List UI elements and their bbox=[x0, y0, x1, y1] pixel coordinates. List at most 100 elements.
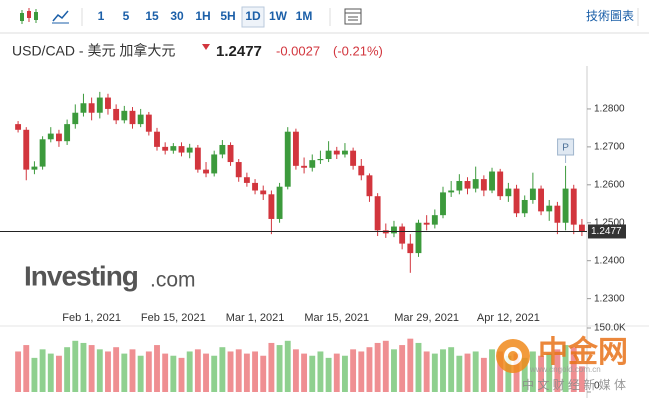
candle-body bbox=[178, 146, 185, 153]
volume-bar bbox=[578, 366, 585, 392]
volume-bar bbox=[554, 349, 561, 392]
candle-body bbox=[284, 131, 291, 187]
volume-bar bbox=[23, 345, 30, 392]
volume-bar bbox=[399, 345, 406, 392]
volume-bar bbox=[145, 351, 152, 392]
candle-body bbox=[186, 147, 193, 153]
volume-bar bbox=[96, 349, 103, 392]
table-icon[interactable] bbox=[344, 8, 362, 25]
volume-bar bbox=[284, 340, 291, 392]
volume-bar bbox=[227, 351, 234, 392]
volume-bar bbox=[521, 357, 528, 392]
watermark-brand: 中金网 bbox=[538, 335, 628, 369]
annotation-label[interactable]: P bbox=[562, 143, 569, 154]
toolbar bbox=[0, 0, 649, 33]
volume-bar bbox=[472, 351, 479, 392]
volume-bar bbox=[342, 355, 348, 392]
candle-body bbox=[431, 215, 438, 225]
candle-body bbox=[56, 133, 62, 142]
volume-bar bbox=[448, 347, 455, 392]
volume-bar bbox=[529, 351, 536, 392]
volume-bar bbox=[374, 342, 381, 392]
interval-button[interactable]: 30 bbox=[170, 9, 184, 23]
candle-body bbox=[96, 97, 103, 113]
volume-bar bbox=[178, 357, 185, 392]
volume-bar bbox=[39, 349, 46, 392]
interval-button[interactable]: 1M bbox=[296, 9, 313, 23]
interval-button[interactable]: 5 bbox=[123, 9, 130, 23]
volume-bar bbox=[268, 342, 275, 392]
candle-body bbox=[570, 188, 577, 225]
candle-body bbox=[129, 110, 136, 125]
candle-body bbox=[15, 124, 22, 130]
candle-body bbox=[137, 114, 144, 125]
x-tick-label: Mar 29, 2021 bbox=[394, 312, 459, 324]
interval-button[interactable]: 5H bbox=[220, 9, 235, 23]
volume-bar bbox=[570, 347, 577, 392]
candle-body bbox=[415, 222, 422, 254]
candle-body bbox=[72, 112, 79, 125]
y-tick-label: 1.2600 bbox=[594, 179, 625, 190]
volume-bar bbox=[309, 355, 316, 392]
last-price-label: 1.2477 bbox=[591, 226, 622, 237]
candle-body bbox=[227, 144, 234, 163]
candle-body bbox=[203, 169, 209, 174]
volume-bar bbox=[47, 353, 54, 392]
candle-body bbox=[301, 165, 308, 168]
x-tick-label: Mar 15, 2021 bbox=[304, 312, 369, 324]
candle-body bbox=[317, 159, 324, 161]
candle-body bbox=[252, 182, 258, 191]
candle-body bbox=[464, 181, 471, 189]
candle-body bbox=[538, 188, 544, 212]
volume-bar bbox=[162, 353, 169, 392]
volume-bar bbox=[317, 351, 324, 392]
volume-bar bbox=[489, 349, 495, 392]
last-price-box bbox=[588, 224, 626, 239]
candle-body bbox=[268, 194, 275, 219]
watermark-tagline: 中 文 财 经 新 媒 体 bbox=[522, 377, 626, 392]
volume-bar bbox=[64, 347, 71, 392]
volume-bar bbox=[546, 353, 553, 392]
volume-bar bbox=[350, 349, 357, 392]
chart-link[interactable]: 技術圖表 bbox=[586, 9, 634, 23]
candle-body bbox=[333, 150, 340, 155]
candle-body bbox=[554, 205, 561, 223]
candle-body bbox=[211, 154, 218, 174]
volume-bar bbox=[423, 351, 430, 392]
volume-bar bbox=[129, 349, 136, 392]
volume-bar bbox=[366, 347, 373, 392]
change-percent: (-0.21%) bbox=[333, 43, 383, 58]
interval-button[interactable]: 1 bbox=[98, 9, 105, 23]
volume-bar bbox=[154, 345, 160, 392]
down-arrow bbox=[202, 44, 210, 50]
interval-button[interactable]: 1D bbox=[245, 9, 261, 23]
line-icon[interactable] bbox=[52, 10, 69, 24]
volume-bar bbox=[301, 353, 308, 392]
volume-bar bbox=[252, 351, 258, 392]
candle-icon[interactable] bbox=[20, 8, 38, 24]
candle-body bbox=[121, 110, 128, 121]
volume-bar bbox=[480, 357, 487, 392]
interval-button[interactable]: 1H bbox=[195, 9, 210, 23]
candle-body bbox=[505, 188, 512, 197]
volume-bar bbox=[121, 353, 128, 392]
volume-bar bbox=[325, 357, 332, 392]
annotation-box[interactable] bbox=[557, 138, 575, 156]
candle-body bbox=[358, 165, 365, 176]
candle-body bbox=[366, 175, 373, 197]
candle-body bbox=[456, 181, 463, 191]
watermark-url: www.cngold.com.cn bbox=[529, 365, 601, 374]
candle-body bbox=[170, 146, 177, 151]
interval-buttons: 1 5 15 30 1H 5H 1D 1W 1M bbox=[98, 6, 313, 28]
interval-button[interactable]: 1W bbox=[269, 9, 288, 23]
candle-body bbox=[162, 146, 169, 151]
volume-bar bbox=[391, 349, 397, 392]
volume-bar bbox=[497, 351, 504, 392]
candle-body bbox=[39, 139, 46, 167]
logo-suffix: .com bbox=[150, 269, 196, 292]
candle-body bbox=[578, 224, 585, 232]
candle-body bbox=[448, 190, 455, 193]
interval-button[interactable]: 15 bbox=[145, 9, 159, 23]
candle-body bbox=[235, 162, 242, 178]
